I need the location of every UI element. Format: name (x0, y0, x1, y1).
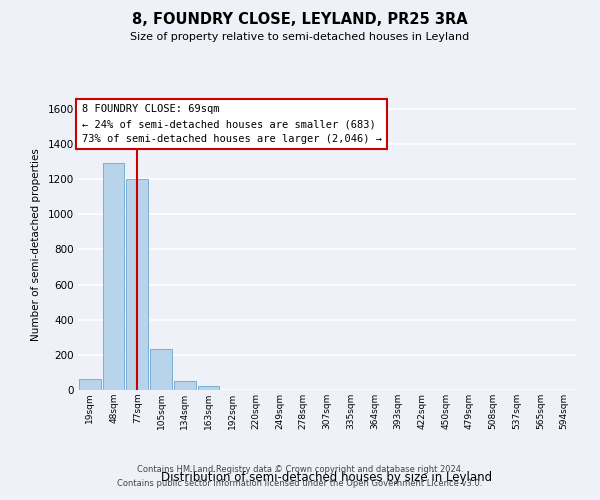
Y-axis label: Number of semi-detached properties: Number of semi-detached properties (31, 148, 41, 342)
Bar (197, 386, 220, 390)
Bar (150, 348, 172, 390)
Text: Size of property relative to semi-detached houses in Leyland: Size of property relative to semi-detach… (130, 32, 470, 42)
Text: 8, FOUNDRY CLOSE, LEYLAND, PR25 3RA: 8, FOUNDRY CLOSE, LEYLAND, PR25 3RA (132, 12, 468, 28)
Bar (79, 378, 101, 390)
Text: 8 FOUNDRY CLOSE: 69sqm
← 24% of semi-detached houses are smaller (683)
73% of se: 8 FOUNDRY CLOSE: 69sqm ← 24% of semi-det… (82, 104, 382, 144)
X-axis label: Distribution of semi-detached houses by size in Leyland: Distribution of semi-detached houses by … (161, 471, 493, 484)
Bar (174, 381, 196, 390)
Bar (103, 164, 124, 390)
Text: Contains HM Land Registry data © Crown copyright and database right 2024.
Contai: Contains HM Land Registry data © Crown c… (118, 466, 482, 487)
Bar (127, 179, 148, 390)
